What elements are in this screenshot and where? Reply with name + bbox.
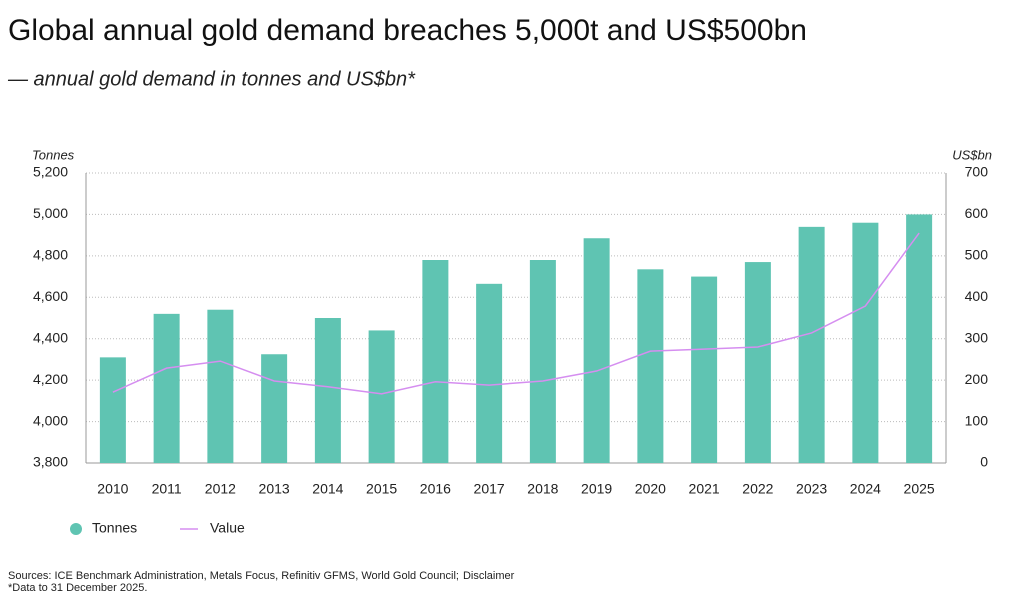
- x-tick-label: 2017: [474, 481, 505, 497]
- y2-tick-label: 400: [965, 288, 989, 304]
- y-tick-label: 5,000: [33, 205, 68, 221]
- y-tick-label: 4,600: [33, 288, 68, 304]
- legend-marker: [70, 523, 82, 535]
- bar: [744, 262, 771, 463]
- bar: [207, 309, 234, 463]
- x-tick-label: 2013: [259, 481, 290, 497]
- sources: Sources: ICE Benchmark Administration, M…: [8, 570, 459, 582]
- y-tick-label: 3,800: [33, 454, 68, 470]
- y2-tick-label: 500: [965, 247, 989, 263]
- y2-tick-label: 100: [965, 412, 989, 428]
- x-tick-label: 2025: [904, 481, 935, 497]
- y2-tick-label: 0: [980, 454, 988, 470]
- bar: [529, 260, 556, 463]
- bar: [368, 330, 395, 463]
- y2-axis-label: US$bn: [952, 147, 992, 162]
- x-tick-label: 2014: [312, 481, 343, 497]
- y-tick-label: 4,800: [33, 247, 68, 263]
- bar: [798, 226, 825, 463]
- bar: [99, 357, 126, 463]
- y-tick-label: 4,000: [33, 412, 68, 428]
- x-tick-label: 2010: [97, 481, 128, 497]
- legend-label: Value: [210, 520, 245, 536]
- y2-tick-label: 300: [965, 329, 989, 345]
- x-tick-label: 2022: [742, 481, 773, 497]
- x-tick-label: 2016: [420, 481, 451, 497]
- bar: [314, 318, 341, 463]
- bar: [691, 276, 718, 463]
- x-tick-label: 2020: [635, 481, 666, 497]
- y2-tick-label: 700: [965, 164, 989, 180]
- y2-tick-label: 600: [965, 205, 989, 221]
- bar: [476, 283, 503, 463]
- legend-label: Tonnes: [92, 520, 137, 536]
- x-tick-label: 2021: [689, 481, 720, 497]
- bar: [906, 214, 933, 463]
- chart-subtitle: — annual gold demand in tonnes and US$bn…: [7, 68, 416, 90]
- bar: [422, 260, 449, 463]
- x-tick-label: 2012: [205, 481, 236, 497]
- chart-title: Global annual gold demand breaches 5,000…: [8, 14, 807, 47]
- disclaimer-link[interactable]: Disclaimer: [463, 570, 515, 582]
- bar: [583, 238, 610, 463]
- x-tick-label: 2023: [796, 481, 827, 497]
- bar: [852, 222, 879, 463]
- y-axis-label: Tonnes: [32, 147, 75, 162]
- y-tick-label: 4,200: [33, 371, 68, 387]
- footnote: *Data to 31 December 2025.: [8, 582, 147, 594]
- y-tick-label: 4,400: [33, 329, 68, 345]
- bar: [261, 354, 288, 463]
- bar: [153, 313, 180, 463]
- bar: [637, 269, 664, 463]
- y-tick-label: 5,200: [33, 164, 68, 180]
- x-tick-label: 2015: [366, 481, 397, 497]
- x-tick-label: 2024: [850, 481, 881, 497]
- x-tick-label: 2018: [527, 481, 558, 497]
- y2-tick-label: 200: [965, 371, 989, 387]
- line: [112, 232, 920, 395]
- x-tick-label: 2019: [581, 481, 612, 497]
- x-tick-label: 2011: [152, 481, 182, 497]
